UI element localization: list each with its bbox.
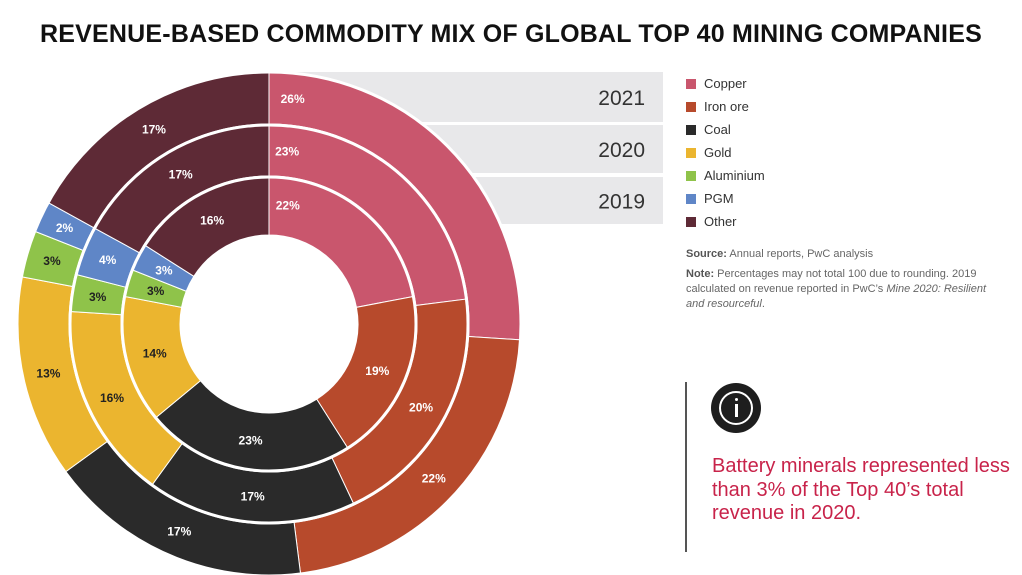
legend-label: Gold [704,145,732,160]
slice-label-2021-aluminium: 3% [43,254,61,268]
slice-label-2019-other: 16% [200,214,224,228]
legend-label: Iron ore [704,99,749,114]
legend-label: Aluminium [704,168,765,183]
donut-rings [15,70,523,575]
slice-labels: 26% 22% 17% 13% 3% 2% 17% 23% 20% 17% 16% 3% 4% 17% 22… [36,92,446,538]
chart-title: REVENUE-BASED COMMODITY MIX OF GLOBAL TO… [40,20,982,48]
slice-label-2021-copper: 26% [281,92,305,106]
legend-item-coal: Coal [686,118,765,141]
slice-label-2020-copper: 23% [275,144,299,158]
legend: Copper Iron ore Coal Gold Aluminium PGM Other [686,72,765,233]
slice-label-2019-copper: 22% [276,198,300,212]
legend-swatch [686,170,696,181]
legend-item-other: Other [686,210,765,233]
legend-swatch [686,101,696,112]
legend-label: Copper [704,76,747,91]
slice-label-2020-gold: 16% [100,391,124,405]
slice-label-2021-gold: 13% [36,366,60,380]
legend-label: PGM [704,191,734,206]
legend-item-gold: Gold [686,141,765,164]
slice-label-2021-pgm: 2% [56,221,74,235]
slice-label-2021-other: 17% [142,122,166,136]
legend-item-aluminium: Aluminium [686,164,765,187]
slice-label-2020-iron-ore: 20% [409,401,433,415]
slice-label-2019-pgm: 3% [155,263,173,277]
slice-label-2020-aluminium: 3% [89,290,107,304]
callout-divider [685,382,687,552]
slice-label-2019-gold: 14% [143,346,167,360]
callout-text: Battery minerals represented less than 3… [712,455,1010,524]
slice-label-2021-iron-ore: 22% [422,472,446,486]
year-labels: 2021 2020 2019 [598,87,645,214]
legend-label: Coal [704,122,731,137]
slice-label-2021-coal: 17% [167,524,191,538]
slice-label-2020-other: 17% [169,168,193,182]
year-label-2020: 2020 [598,139,645,162]
year-label-2021: 2021 [598,87,645,110]
legend-item-pgm: PGM [686,187,765,210]
legend-swatch [686,193,696,204]
source-note: Source: Annual reports, PwC analysis [686,248,874,260]
slice-label-2020-coal: 17% [241,490,265,504]
legend-swatch [686,216,696,227]
slice-label-2020-pgm: 4% [99,253,117,267]
rounding-note: Note: Percentages may not total 100 due … [686,268,987,310]
info-icon [711,383,761,433]
legend-swatch [686,124,696,135]
legend-swatch [686,78,696,89]
legend-swatch [686,147,696,158]
legend-item-iron-ore: Iron ore [686,95,765,118]
slice-label-2019-aluminium: 3% [147,284,165,298]
slice-label-2019-iron-ore: 19% [365,364,389,378]
legend-item-copper: Copper [686,72,765,95]
slice-label-2019-coal: 23% [239,434,263,448]
year-label-2019: 2019 [598,191,645,214]
legend-label: Other [704,214,737,229]
